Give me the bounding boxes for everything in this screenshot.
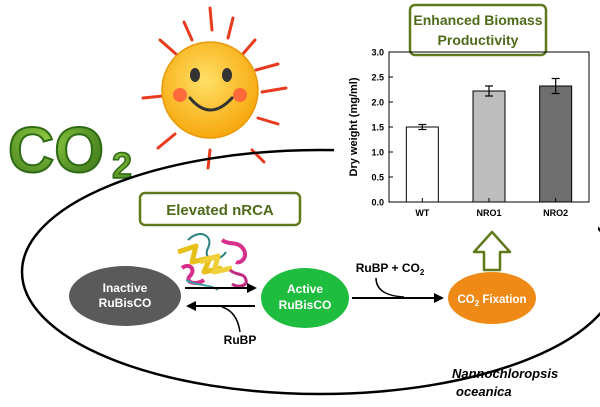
hollow-up-arrow-icon — [472, 230, 512, 272]
svg-text:RuBisCO: RuBisCO — [99, 296, 152, 310]
species-line2: oceanica — [456, 384, 512, 399]
y-tick-label: 3.0 — [371, 48, 384, 58]
sun-icon — [141, 6, 288, 170]
svg-text:CO2 Fixation: CO2 Fixation — [458, 294, 527, 308]
y-axis-label: Dry weight (mg/ml) — [348, 77, 360, 176]
y-axis-ticks: 0.0 0.5 1.0 1.5 2.0 2.5 3.0 — [371, 48, 393, 208]
bar-nro2 — [539, 85, 573, 203]
nrca-box: Elevated nRCA — [138, 191, 302, 227]
protein-structure-image — [177, 233, 248, 291]
x-tick-label: WT — [415, 208, 429, 218]
svg-text:CO: CO — [8, 114, 104, 186]
biomass-title-line2: Productivity — [438, 32, 519, 48]
nrca-label: Elevated nRCA — [166, 202, 274, 219]
dry-weight-bar-chart: 0.0 0.5 1.0 1.5 2.0 2.5 3.0 WT NRO1 NRO2 Dry wei… — [348, 48, 590, 218]
x-tick-label: NRO1 — [476, 208, 501, 218]
x-axis-ticks: WT NRO1 NRO2 — [415, 198, 568, 218]
x-tick-label: NRO2 — [543, 208, 568, 218]
biomass-box: Enhanced Biomass Productivity — [408, 3, 548, 57]
rubp-co2-curve — [375, 277, 405, 298]
active-rubisco-node: Active RuBisCO — [261, 268, 349, 328]
y-tick-label: 2.0 — [371, 98, 384, 108]
svg-text:Active: Active — [287, 282, 323, 296]
y-tick-label: 1.5 — [371, 123, 384, 133]
rubp-label: RuBP — [224, 333, 257, 347]
y-tick-label: 0.0 — [371, 198, 384, 208]
species-line1: Nannochloropsis — [452, 366, 558, 381]
y-tick-label: 2.5 — [371, 73, 384, 83]
svg-text:Inactive: Inactive — [103, 281, 148, 295]
bar-wt — [405, 126, 439, 203]
cell-outline — [20, 148, 600, 396]
co2-fixation-node: CO2 Fixation — [448, 272, 536, 324]
y-tick-label: 1.0 — [371, 148, 384, 158]
svg-text:RuBisCO: RuBisCO — [279, 298, 332, 312]
y-tick-label: 0.5 — [371, 173, 384, 183]
inactive-rubisco-node: Inactive RuBisCO — [69, 266, 181, 326]
svg-text:2: 2 — [112, 145, 132, 186]
bar-nro1 — [472, 90, 506, 203]
co2-grass-logo: CO 2 — [7, 113, 133, 187]
rubp-curve — [221, 306, 241, 333]
biomass-title-line1: Enhanced Biomass — [413, 12, 542, 28]
rubp-co2-label: RuBP + CO2 — [356, 261, 425, 277]
